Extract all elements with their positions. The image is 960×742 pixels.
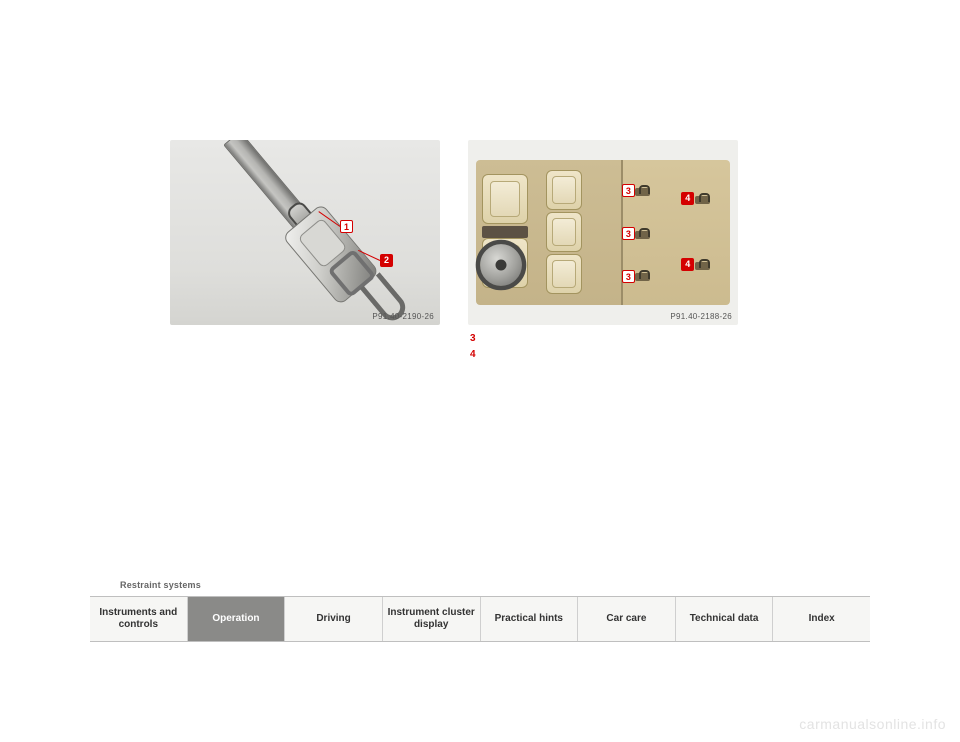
legend-num: 3 xyxy=(470,331,482,347)
footer-nav: Instruments and controls Operation Drivi… xyxy=(90,596,870,642)
legend-num: 4 xyxy=(470,347,482,363)
anchor-point xyxy=(635,273,650,281)
callout-label: 4 xyxy=(685,259,690,269)
figure-caption: P91.40-2188-26 xyxy=(670,312,732,321)
legend-row: 3 xyxy=(470,331,738,347)
section-label: Restraint systems xyxy=(120,580,201,590)
figures-row: 1 2 P91.40-2190-26 xyxy=(90,140,870,363)
callout-label: 2 xyxy=(384,255,389,265)
front-passenger-seat xyxy=(482,174,528,224)
figure-2-group: 3 3 3 4 4 P91.40-2188-26 3 4 xyxy=(468,140,738,363)
callout-label: 4 xyxy=(685,193,690,203)
nav-index[interactable]: Index xyxy=(773,597,870,641)
figure-interior-topview: 3 3 3 4 4 P91.40-2188-26 xyxy=(468,140,738,325)
manual-page: 1 2 P91.40-2190-26 xyxy=(90,60,870,642)
anchor-point xyxy=(695,262,710,270)
nav-driving[interactable]: Driving xyxy=(285,597,383,641)
nav-instruments-controls[interactable]: Instruments and controls xyxy=(90,597,188,641)
rear-seat xyxy=(546,254,582,294)
figure-caption: P91.40-2190-26 xyxy=(372,312,434,321)
anchor-point xyxy=(635,231,650,239)
callout-label: 3 xyxy=(626,229,631,239)
nav-instrument-cluster-display[interactable]: Instrument cluster display xyxy=(383,597,481,641)
callout-3: 3 xyxy=(622,270,635,283)
rear-seat xyxy=(546,212,582,252)
callout-1: 1 xyxy=(340,220,353,233)
callout-3: 3 xyxy=(622,184,635,197)
callout-3: 3 xyxy=(622,227,635,240)
callout-2: 2 xyxy=(380,254,393,267)
nav-car-care[interactable]: Car care xyxy=(578,597,676,641)
figure-hook: 1 2 P91.40-2190-26 xyxy=(170,140,440,325)
nav-operation[interactable]: Operation xyxy=(188,597,286,641)
center-console xyxy=(482,226,528,238)
callout-4: 4 xyxy=(681,258,694,271)
callout-label: 1 xyxy=(344,222,349,232)
steering-wheel-icon xyxy=(476,240,527,291)
figure-legend: 3 4 xyxy=(468,331,738,363)
callout-label: 3 xyxy=(626,272,631,282)
nav-technical-data[interactable]: Technical data xyxy=(676,597,774,641)
callout-label: 3 xyxy=(626,186,631,196)
rear-seat xyxy=(546,170,582,210)
legend-row: 4 xyxy=(470,347,738,363)
anchor-point xyxy=(695,196,710,204)
watermark: carmanualsonline.info xyxy=(799,716,946,732)
anchor-point xyxy=(635,188,650,196)
content-area: 1 2 P91.40-2190-26 xyxy=(90,60,870,500)
callout-4: 4 xyxy=(681,192,694,205)
nav-practical-hints[interactable]: Practical hints xyxy=(481,597,579,641)
